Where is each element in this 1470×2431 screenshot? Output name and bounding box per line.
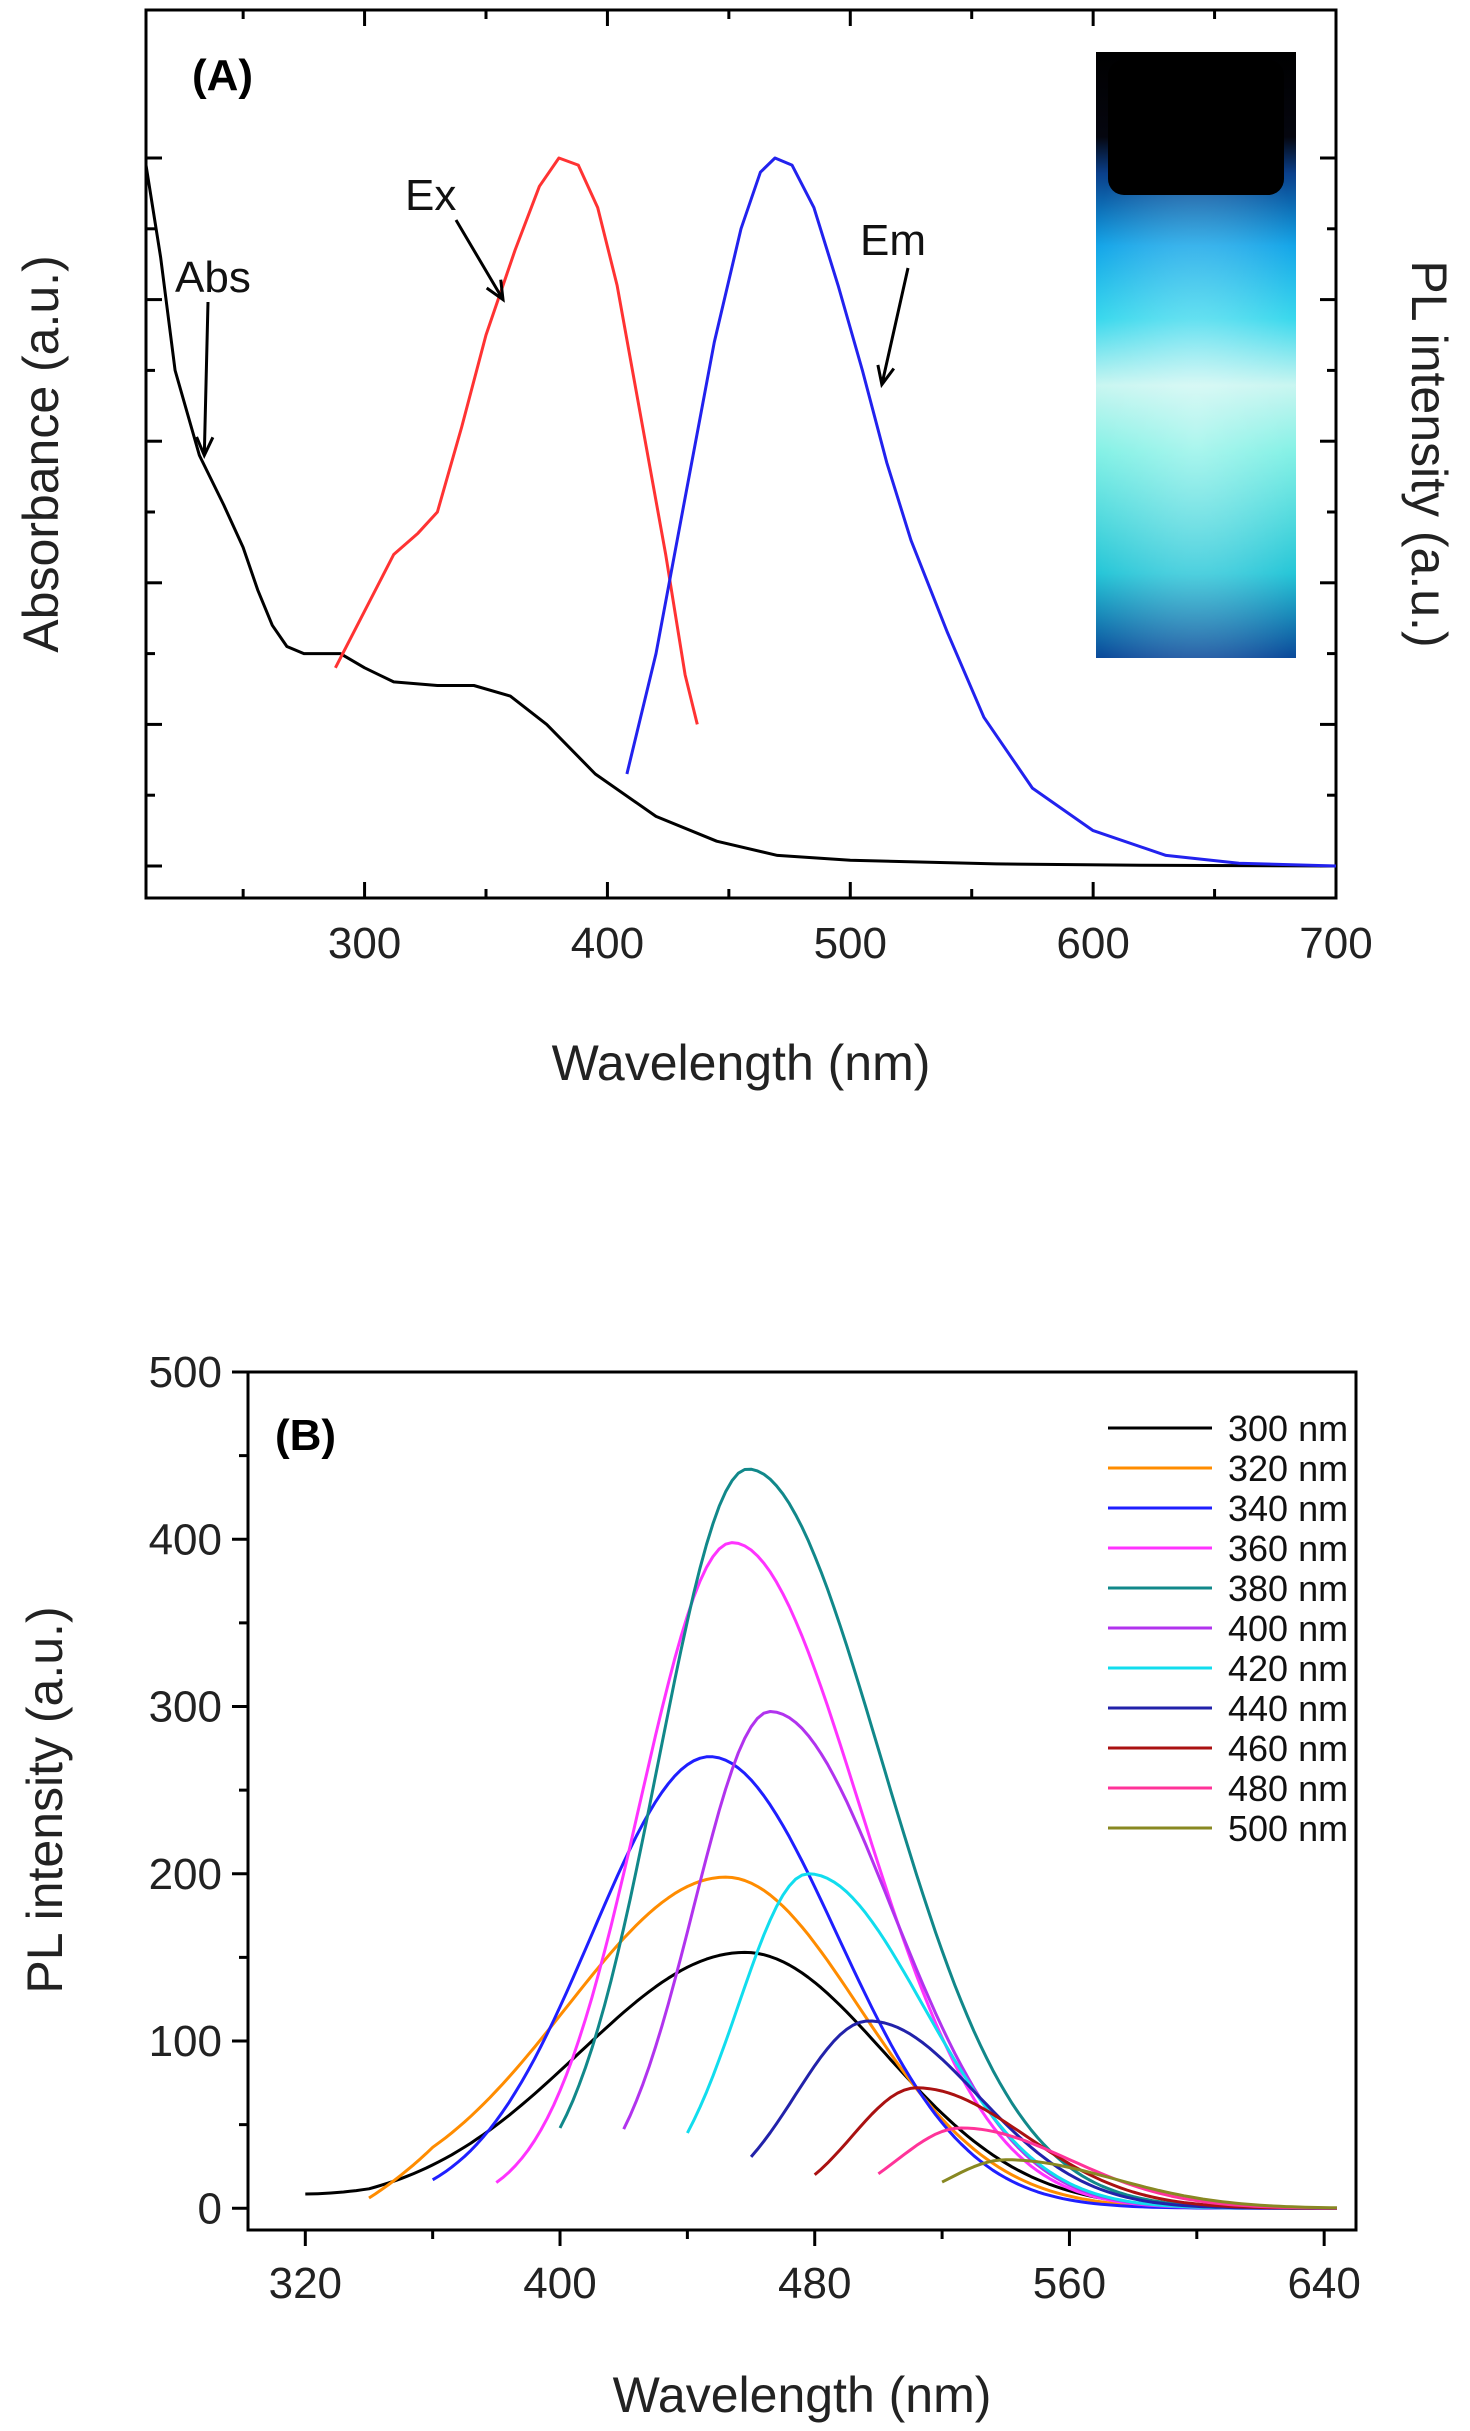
- b-y-tick-label: 100: [149, 2017, 222, 2066]
- panel-b-y-tick-labels: 0 100 200 300 400 500: [149, 1348, 222, 2233]
- legend-label: 440 nm: [1228, 1688, 1348, 1729]
- legend-label: 400 nm: [1228, 1608, 1348, 1649]
- series-340-nm: [431, 1755, 1337, 2210]
- a-x-tick-label: 700: [1299, 919, 1372, 968]
- legend-label: 300 nm: [1228, 1408, 1348, 1449]
- a-x-tick-label: 400: [571, 919, 644, 968]
- legend-item-500-nm: 500 nm: [1108, 1808, 1348, 1849]
- a-x-tick-label: 600: [1056, 919, 1129, 968]
- panel-a-series: [144, 156, 1337, 868]
- legend-label: 340 nm: [1228, 1488, 1348, 1529]
- a-x-tick-label: 500: [814, 919, 887, 968]
- panel-a-x-axis-label: Wavelength (nm): [552, 1035, 931, 1091]
- annotation-abs: Abs: [175, 253, 251, 460]
- panel-b-series: [305, 1467, 1337, 2210]
- legend-label: 420 nm: [1228, 1648, 1348, 1689]
- legend-item-460-nm: 460 nm: [1108, 1728, 1348, 1769]
- series-380-nm: [558, 1467, 1337, 2210]
- b-y-tick-label: 200: [149, 1850, 222, 1899]
- panel-b-ticks: [232, 1370, 1326, 2246]
- series-440-nm: [749, 2019, 1337, 2210]
- b-x-tick-label: 400: [523, 2259, 596, 2308]
- panel-b-label: (B): [275, 1411, 336, 1460]
- b-y-tick-label: 500: [149, 1348, 222, 1397]
- b-y-tick-label: 300: [149, 1683, 222, 1732]
- annotation-ex: Ex: [405, 171, 505, 303]
- panel-b-x-axis-label: Wavelength (nm): [613, 2367, 992, 2423]
- a-x-tick-label: 300: [328, 919, 401, 968]
- b-x-tick-label: 480: [778, 2259, 851, 2308]
- panel-a-frame: [144, 8, 1338, 900]
- legend-item-300-nm: 300 nm: [1108, 1408, 1348, 1449]
- svg-text:Ex: Ex: [405, 171, 456, 220]
- legend-item-340-nm: 340 nm: [1108, 1488, 1348, 1529]
- panel-b-x-tick-labels: 320 400 480 560 640: [269, 2259, 1361, 2308]
- legend-item-440-nm: 440 nm: [1108, 1688, 1348, 1729]
- b-x-tick-label: 560: [1033, 2259, 1106, 2308]
- legend-item-380-nm: 380 nm: [1108, 1568, 1348, 1609]
- svg-text:Abs: Abs: [175, 253, 251, 302]
- series-320-nm: [368, 1875, 1337, 2210]
- legend-label: 500 nm: [1228, 1808, 1348, 1849]
- legend-item-360-nm: 360 nm: [1108, 1528, 1348, 1569]
- series-abs: [144, 164, 1337, 868]
- b-x-tick-label: 640: [1287, 2259, 1360, 2308]
- svg-text:Em: Em: [860, 216, 926, 265]
- legend-item-420-nm: 420 nm: [1108, 1648, 1348, 1689]
- legend-label: 360 nm: [1228, 1528, 1348, 1569]
- b-x-tick-label: 320: [269, 2259, 342, 2308]
- b-y-tick-label: 0: [198, 2184, 222, 2233]
- b-y-tick-label: 400: [149, 1515, 222, 1564]
- legend-item-480-nm: 480 nm: [1108, 1768, 1348, 1809]
- panel-b-frame: [246, 1370, 1358, 2232]
- panel-a-label: (A): [192, 51, 253, 100]
- panel-a-x-tick-labels: 300 400 500 600 700: [328, 919, 1373, 968]
- legend-label: 380 nm: [1228, 1568, 1348, 1609]
- legend-label: 460 nm: [1228, 1728, 1348, 1769]
- legend-label: 480 nm: [1228, 1768, 1348, 1809]
- legend-item-320-nm: 320 nm: [1108, 1448, 1348, 1489]
- annotation-em: Em: [860, 216, 926, 389]
- legend-label: 320 nm: [1228, 1448, 1348, 1489]
- panel-a-y-axis-label-left: Absorbance (a.u.): [13, 255, 69, 652]
- legend-item-400-nm: 400 nm: [1108, 1608, 1348, 1649]
- panel-a-y-axis-label-right: PL intensity (a.u.): [1401, 260, 1457, 647]
- panel-b-y-axis-label: PL intensity (a.u.): [17, 1606, 73, 1993]
- series-420-nm: [686, 1872, 1337, 2210]
- panel-a: 300 400 500 600 700 (A): [13, 8, 1457, 1091]
- vial-photo: [1096, 52, 1296, 658]
- series-500-nm: [941, 2158, 1337, 2210]
- series-ex: [334, 156, 699, 725]
- series-em: [625, 156, 1337, 868]
